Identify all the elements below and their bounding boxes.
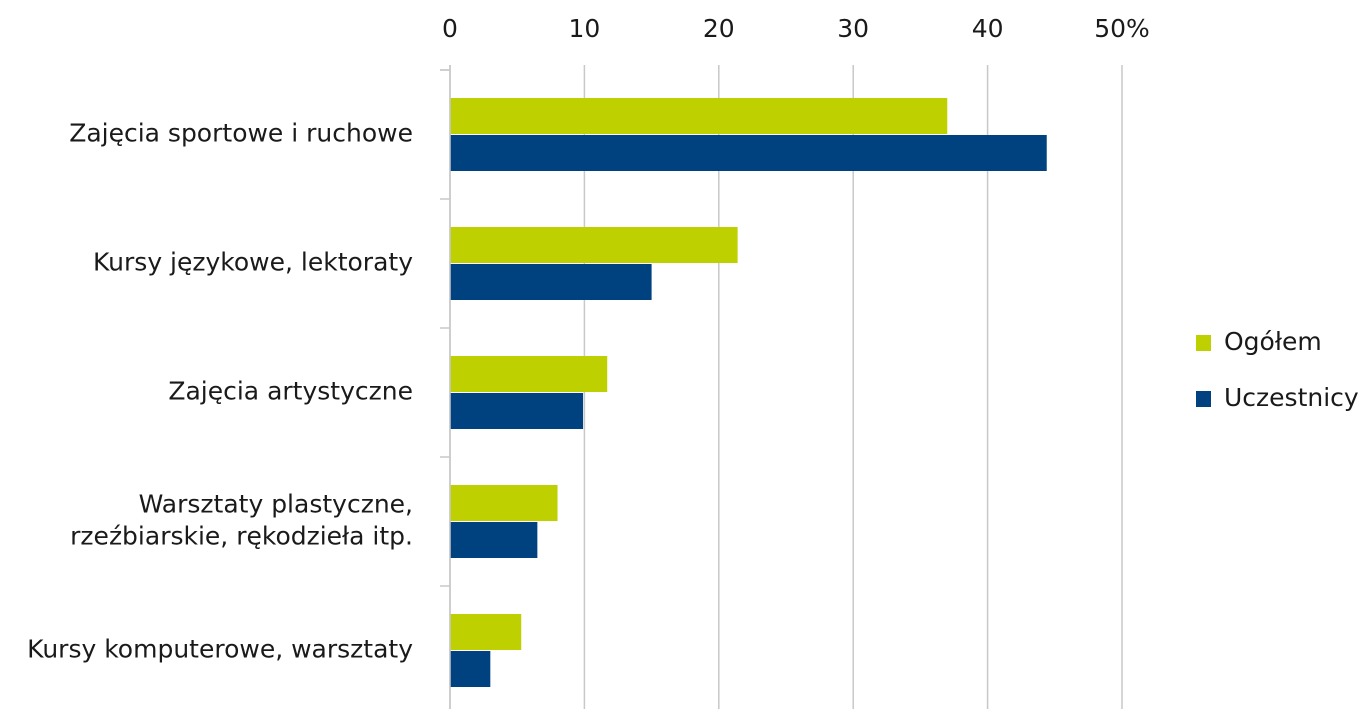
- y-tick-label: Kursy językowe, lektoraty: [93, 248, 413, 277]
- x-tick-label: 20: [703, 14, 735, 43]
- x-tick-label: 10: [568, 14, 600, 43]
- x-tick-label: 0: [442, 14, 458, 43]
- y-tick-label: Zajęcia artystyczne: [168, 377, 413, 406]
- bar: [450, 227, 738, 263]
- bar: [450, 356, 608, 392]
- bar: [450, 522, 538, 558]
- legend-label: Uczestnicy: [1224, 383, 1359, 412]
- bar: [450, 98, 948, 134]
- x-tick-label: 40: [972, 14, 1004, 43]
- y-tick-label: Zajęcia sportowe i ruchowe: [69, 119, 413, 148]
- bar: [450, 485, 558, 521]
- bar: [450, 614, 522, 650]
- x-tick-label: 50%: [1094, 14, 1150, 43]
- y-tick-label: Kursy komputerowe, warsztaty: [27, 635, 413, 664]
- bar: [450, 264, 652, 300]
- x-tick-label: 30: [837, 14, 869, 43]
- legend-swatch: [1196, 335, 1211, 351]
- bar: [450, 393, 584, 429]
- legend-swatch: [1196, 391, 1211, 407]
- bar: [450, 651, 491, 687]
- legend-label: Ogółem: [1224, 327, 1322, 356]
- y-tick-label: Warsztaty plastyczne, rzeźbiarskie, rękod…: [70, 490, 413, 551]
- bar: [450, 135, 1047, 171]
